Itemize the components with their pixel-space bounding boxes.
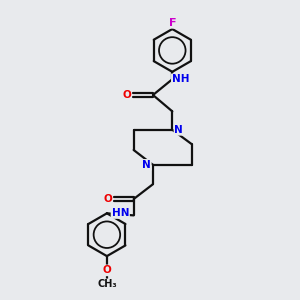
Text: O: O	[103, 194, 112, 204]
Text: O: O	[122, 90, 131, 100]
Text: N: N	[175, 125, 183, 135]
Text: HN: HN	[112, 208, 129, 218]
Text: F: F	[169, 18, 176, 28]
Text: N: N	[142, 160, 151, 170]
Text: O: O	[103, 266, 111, 275]
Text: CH₃: CH₃	[97, 279, 117, 289]
Text: NH: NH	[172, 74, 189, 84]
